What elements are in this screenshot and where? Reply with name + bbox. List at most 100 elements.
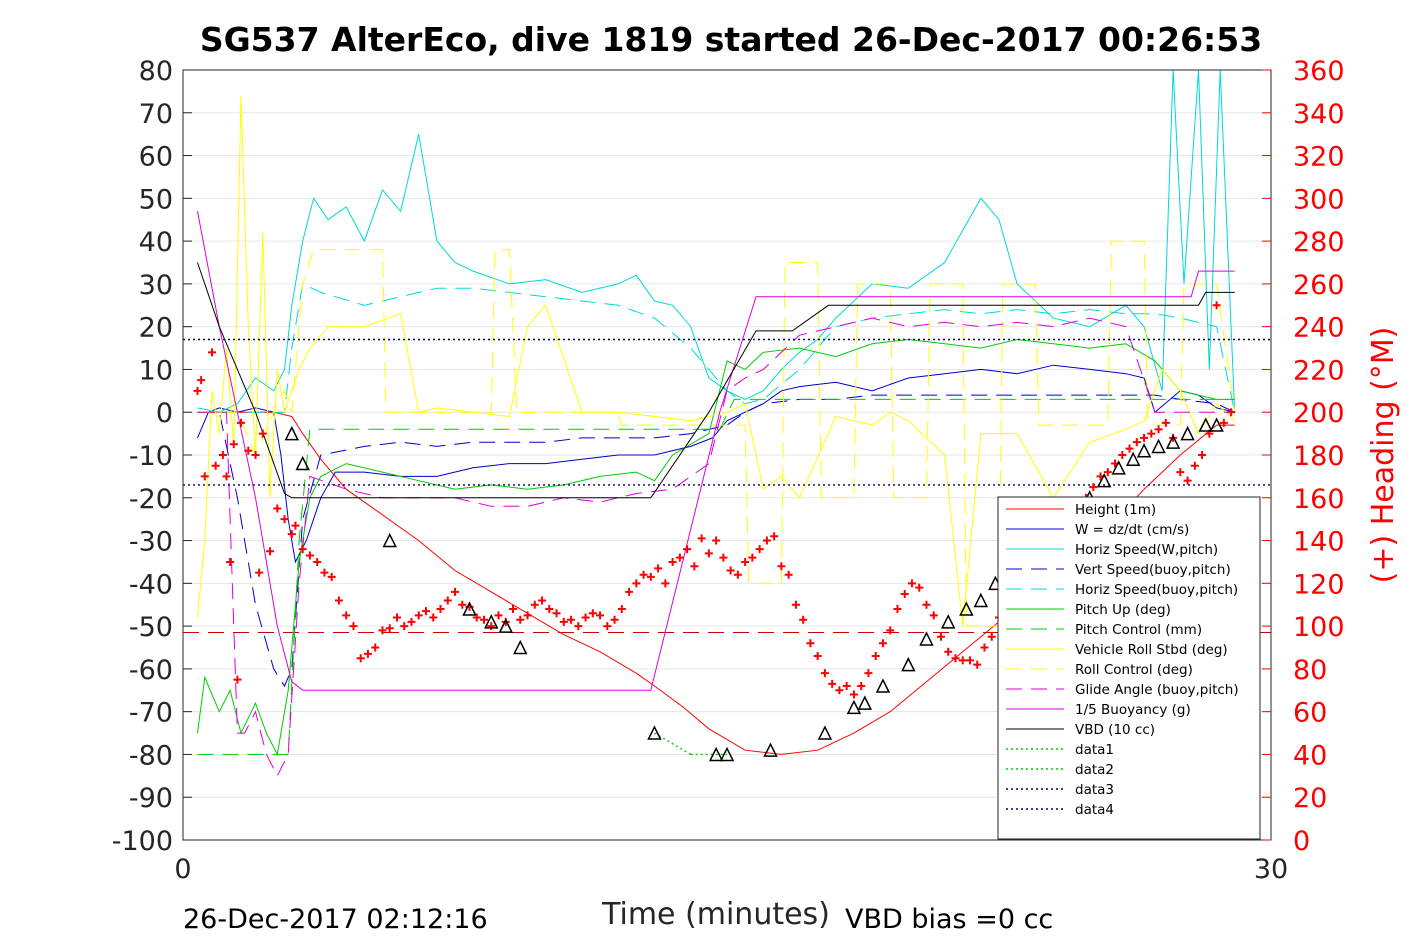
y-right-tick-label: 0 [1293,826,1310,857]
timestamp-footer: 26-Dec-2017 02:12:16 [183,904,488,935]
legend-box [997,496,1261,840]
heading-point [893,605,902,613]
heading-point [244,446,253,455]
heading-point [1198,451,1207,459]
vbd-bias-footer: VBD bias =0 cc [845,904,1053,935]
heading-point [973,660,982,669]
heading-point [251,451,260,459]
depth-marker [857,695,873,710]
heading-point [523,611,532,620]
heading-point [320,568,329,577]
heading-point [828,679,837,688]
depth-marker [484,614,499,629]
y-tick-label: -80 [129,740,173,771]
heading-point [719,553,728,562]
y-tick-label: 40 [139,227,173,258]
heading-point [1227,408,1236,417]
heading-point [280,515,289,524]
heading-point [509,605,518,613]
heading-point [1176,468,1185,477]
legend-label-6: Pitch Control (mm) [1075,622,1202,638]
y-tick-label: -10 [129,441,173,472]
heading-point [712,536,721,545]
heading-point [494,611,503,620]
y-tick-label: 30 [139,270,173,301]
legend-label-5: Pitch Up (deg) [1075,602,1171,618]
heading-point [385,624,394,633]
x-axis-label: Time (minutes) [601,897,830,932]
y-right-tick-label: 180 [1293,441,1345,472]
heading-point [654,564,663,573]
depth-marker [763,742,778,757]
heading-point [421,607,430,616]
heading-point [886,626,895,635]
heading-point [726,566,735,575]
x-axis: 0 30 [174,831,1288,885]
heading-point [915,583,924,592]
heading-point [849,690,858,699]
heading-point [208,348,217,357]
y-tick-label: -50 [129,612,173,643]
heading-point [871,652,880,661]
heading-point [291,521,300,530]
heading-point [200,472,209,481]
heading-point [799,615,808,624]
heading-point [487,622,496,631]
heading-point [603,622,612,631]
heading-point [733,570,742,579]
y-axis-left: 80 70 60 50 40 30 20 10 0 -10 -20 -30 -40 -50 -60 -70 -8… [112,56,192,857]
heading-point [414,611,423,620]
series-line-6 [197,398,1235,755]
y-right-tick-label: 60 [1293,698,1327,729]
heading-point [1118,451,1127,459]
y-right-tick-label: 280 [1293,227,1345,258]
heading-point [480,615,489,624]
heading-point [429,613,438,622]
heading-point [741,557,750,566]
depth-marker [462,601,477,616]
y-tick-label: 10 [139,355,173,386]
y-tick-label: -20 [129,484,173,515]
heading-point [363,649,372,658]
y-right-tick-label: 20 [1293,783,1327,814]
heading-point [298,545,307,554]
legend-label-7: Vehicle Roll Stbd (deg) [1075,642,1228,658]
heading-point [864,669,873,678]
heading-point [617,605,626,613]
heading-point [806,639,815,648]
heading-point [777,562,786,571]
heading-point [516,615,525,624]
heading-point [1089,483,1098,492]
heading-point [922,600,931,609]
series-line-8 [197,240,1236,627]
depth-marker [1111,460,1126,475]
y-axis-right: 3603403203002802602402202001801601401201… [1262,56,1345,857]
heading-point [273,504,282,513]
heading-point [1140,433,1149,442]
y-right-tick-label: 200 [1293,398,1345,429]
heading-point [625,587,634,596]
heading-point [559,617,568,626]
heading-point [211,461,220,470]
depth-marker [1180,425,1195,441]
heading-point [407,617,416,626]
depth-marker [1198,417,1213,432]
series-line-9 [197,317,1235,777]
y-right-tick-label: 360 [1293,56,1345,87]
x-tick-label: 30 [1254,854,1288,885]
heading-point [683,545,692,554]
heading-point [704,549,713,558]
heading-point [907,579,916,588]
heading-point [632,579,641,588]
series-line-11 [197,262,1235,499]
series-line-12 [654,732,692,756]
heading-point [313,557,322,566]
legend-label-10: 1/5 Buoyancy (g) [1075,702,1191,718]
y-right-tick-label: 120 [1293,569,1345,600]
legend: Height (1m) W = dz/dt (cm/s) Horiz Speed(W… [997,496,1261,840]
series-line-10 [197,211,1235,691]
heading-point [567,615,576,624]
heading-point [965,656,974,665]
depth-marker [1096,472,1112,488]
